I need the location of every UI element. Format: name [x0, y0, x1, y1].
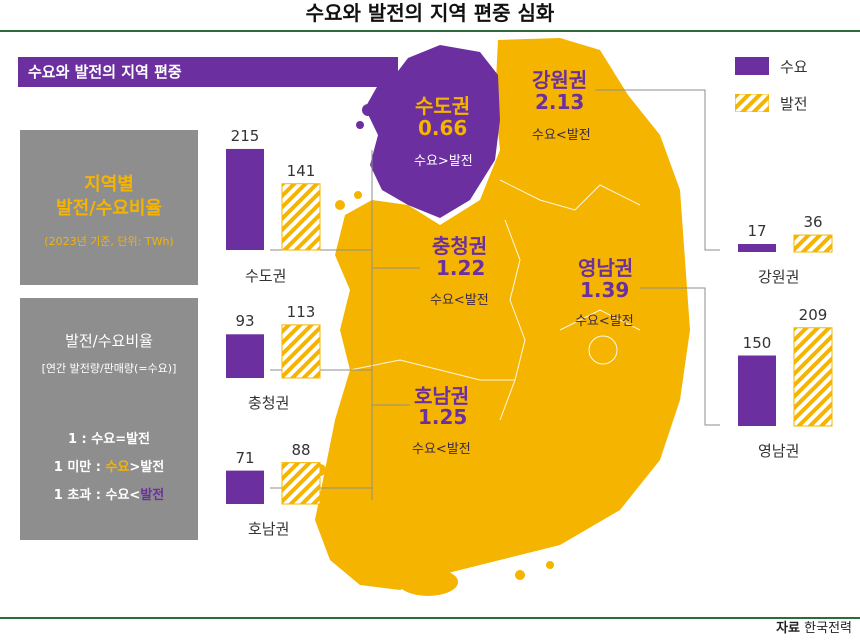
sudo-ratio: 0.66	[418, 116, 468, 140]
bar-generation-value-4: 209	[798, 305, 828, 324]
rule3-generation: 발전	[140, 488, 165, 503]
bar-demand-value-0: 215	[230, 126, 260, 145]
bar-demand-value-2: 71	[235, 448, 255, 467]
bar-category-label-2: 호남권	[248, 520, 290, 538]
bar-generation-1	[281, 324, 321, 379]
bar-generation-value-3: 36	[803, 213, 823, 232]
bar-demand-4	[738, 355, 776, 426]
gangwon-relation: 수요<발전	[532, 128, 591, 143]
legend-generation-label: 발전	[780, 95, 808, 113]
source-name: 한국전력	[804, 621, 852, 636]
bar-demand-2	[226, 470, 264, 504]
panel1-line1: 지역별	[84, 174, 134, 195]
ratio-legend-panel: 발전/수요비율 [연간 발전량/판매량(=수요)] 1 : 수요=발전 1 미만…	[20, 298, 198, 540]
honam-name: 호남권	[414, 384, 470, 408]
yeongnam-ratio: 1.39	[580, 278, 630, 302]
bar-chart-group	[226, 148, 833, 505]
yeongnam-name: 영남권	[578, 256, 634, 280]
rule2-demand: 수요	[105, 460, 130, 475]
panel2-rule3: 1 초과 : 수요<발전	[20, 484, 198, 503]
rule2-prefix: 1 미만 :	[53, 460, 106, 475]
chungcheong-relation: 수요<발전	[430, 293, 489, 308]
sudo-name: 수도권	[415, 94, 471, 118]
yeongnam-relation: 수요<발전	[575, 314, 634, 329]
bar-generation-3	[793, 234, 833, 253]
panel2-rule1: 1 : 수요=발전	[67, 432, 151, 447]
bar-generation-value-2: 88	[291, 440, 311, 459]
bar-demand-1	[226, 334, 264, 378]
bar-generation-value-1: 113	[286, 302, 316, 321]
bar-generation-4	[793, 327, 833, 427]
bar-generation-0	[281, 183, 321, 251]
sudo-relation: 수요>발전	[414, 154, 473, 169]
bar-demand-value-1: 93	[235, 312, 255, 331]
bar-generation-2	[281, 462, 321, 505]
source-label: 자료	[776, 621, 801, 636]
honam-ratio: 1.25	[418, 405, 468, 429]
chungcheong-ratio: 1.22	[436, 256, 486, 280]
bar-category-label-4: 영남권	[758, 442, 800, 460]
panel2-rule2: 1 미만 : 수요>발전	[20, 456, 198, 475]
panel2-subtitle: [연간 발전량/판매량(=수요)]	[41, 362, 177, 375]
legend-generation-swatch	[735, 94, 769, 112]
honam-relation: 수요<발전	[412, 442, 471, 457]
map-jeju	[398, 568, 458, 596]
bar-generation-value-0: 141	[286, 161, 316, 180]
bar-demand-value-3: 17	[747, 222, 767, 240]
panel1-note: (2023년 기준, 단위: TWh)	[44, 235, 174, 248]
bar-category-label-3: 강원권	[758, 268, 800, 286]
source-credit: 자료 한국전력	[776, 617, 852, 636]
bar-demand-value-4: 150	[742, 333, 772, 352]
bar-category-label-1: 충청권	[248, 394, 290, 412]
legend-demand-swatch	[735, 57, 769, 75]
bar-demand-0	[226, 148, 264, 250]
banner: 수요와 발전의 지역 편중	[18, 57, 398, 87]
legend-demand-label: 수요	[780, 58, 808, 76]
rule2-suffix: >발전	[129, 460, 165, 475]
gangwon-name: 강원권	[532, 68, 588, 92]
ratio-title-panel: 지역별 발전/수요비율 (2023년 기준, 단위: TWh)	[20, 130, 198, 285]
bar-demand-3	[738, 244, 776, 252]
gangwon-ratio: 2.13	[535, 90, 585, 114]
chart-title: 수요와 발전의 지역 편중 심화	[305, 1, 555, 25]
panel1-line2: 발전/수요비율	[56, 198, 162, 219]
chungcheong-name: 충청권	[432, 234, 488, 258]
rule3-prefix: 1 초과 : 수요<	[53, 488, 141, 503]
map-capital-area	[365, 45, 500, 218]
top-divider	[0, 30, 860, 32]
bar-category-label-0: 수도권	[245, 267, 287, 285]
bottom-divider	[0, 617, 860, 619]
panel2-title: 발전/수요비율	[65, 332, 153, 350]
map-mainland	[315, 38, 690, 590]
